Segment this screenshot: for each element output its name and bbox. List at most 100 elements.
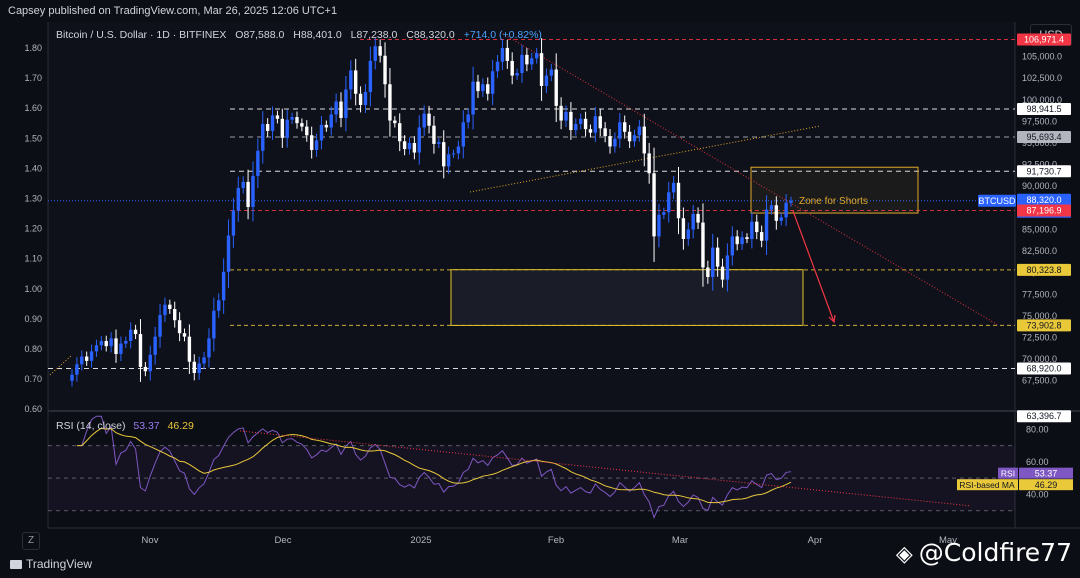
rsi-ma-label-bg [1019, 479, 1073, 491]
candle-body [681, 218, 686, 239]
candle-body [119, 343, 123, 354]
left-axis-tick: 0.70 [24, 374, 42, 384]
rsi-ma-name: RSI-based MA [959, 480, 1015, 490]
right-axis-tick: 97,500.0 [1022, 116, 1057, 126]
author-watermark: ◈ @Coldfire77 [896, 538, 1072, 567]
right-axis-tick: 90,000.0 [1022, 181, 1057, 191]
candle-body [202, 357, 206, 364]
candle-body [319, 124, 324, 141]
rsi-axis-tick: 60.00 [1026, 457, 1049, 467]
candle-body [583, 118, 588, 130]
price-label-bg [1017, 263, 1071, 276]
candle-body [412, 143, 417, 153]
top-bar [0, 0, 1080, 22]
price-label: 73,902.8 [1026, 320, 1061, 330]
left-axis-tick: 1.80 [24, 43, 42, 53]
candle-body [168, 304, 172, 309]
left-axis-tick: 1.40 [24, 163, 42, 173]
candle-body [711, 247, 715, 278]
legend-low: L87,238.0 [350, 29, 398, 41]
candle-body [124, 340, 128, 344]
price-label-bg [1017, 410, 1071, 423]
candle-body [187, 336, 192, 362]
candle-body [525, 54, 529, 65]
right-axis-tick: 100,000.0 [1022, 95, 1062, 105]
right-axis-tick: 77,500.0 [1022, 289, 1057, 299]
projection-arrow-head [828, 314, 836, 324]
right-axis-tick: 92,500.0 [1022, 160, 1057, 170]
candle-body [544, 75, 549, 86]
tradingview-logo[interactable]: TradingView [10, 557, 92, 571]
candle-body [642, 126, 646, 154]
candle-body [559, 105, 563, 121]
candle-body [417, 127, 421, 153]
rsi-label-bg [1019, 467, 1073, 479]
zone-for-shorts-label: Zone for Shorts [799, 196, 868, 207]
candle-body [456, 146, 461, 154]
candle-body [701, 222, 705, 268]
candle-body [539, 53, 544, 86]
candle-body [398, 123, 402, 142]
left-axis-tick: 1.50 [24, 133, 42, 143]
short-zone-box [750, 166, 919, 214]
candle-body [197, 363, 201, 373]
candle-body [578, 118, 583, 125]
price-label-bg [1017, 131, 1071, 144]
price-label-bg [1017, 165, 1071, 178]
candle-body [715, 247, 720, 267]
candle-body [368, 60, 373, 93]
price-label: 91,730.7 [1026, 166, 1061, 176]
candle-body [789, 200, 793, 203]
rsi-axis-tick: 80.00 [1026, 424, 1049, 434]
left-axis-tick: 0.60 [24, 404, 42, 414]
candle-body [353, 70, 358, 94]
candle-body [177, 320, 182, 334]
rsi-label: 53.37 [1035, 469, 1058, 479]
candle-body [334, 101, 338, 115]
published-note: Capsey published on TradingView.com, Mar… [8, 5, 338, 17]
bottom-bar [0, 553, 1080, 578]
price-label: 63,396.7 [1026, 411, 1061, 421]
timezone-button[interactable]: Z [22, 532, 40, 550]
candle-body [226, 235, 231, 272]
price-label-bg [1017, 102, 1071, 115]
symbol-title[interactable]: Bitcoin / U.S. Dollar · 1D · BITFINEX [56, 29, 227, 41]
candle-body [432, 125, 436, 144]
candle-body [574, 124, 578, 131]
time-axis-tick: Dec [275, 535, 292, 546]
right-axis-tick: 85,000.0 [1022, 224, 1057, 234]
candle-body [192, 361, 196, 373]
candle-body [402, 141, 407, 150]
candle-body [393, 120, 397, 124]
candle-body [667, 192, 671, 213]
candle-body [740, 237, 744, 245]
candle-body [251, 175, 255, 207]
candle-body [437, 142, 441, 144]
rsi-legend: RSI (14, close) 53.37 46.29 [56, 420, 194, 432]
candle-body [378, 46, 382, 56]
rsi-title[interactable]: RSI (14, close) [56, 420, 126, 432]
time-axis-tick: Feb [548, 535, 564, 546]
candle-body [588, 129, 593, 133]
candle-body [84, 356, 89, 361]
price-label-bg [978, 194, 1016, 207]
candle-body [256, 150, 260, 176]
candle-body [89, 351, 94, 361]
candle-body [549, 69, 554, 76]
candle-body [632, 135, 637, 142]
rsi-trendline [239, 430, 971, 507]
left-axis-tick: 1.10 [24, 254, 42, 264]
candle-body [133, 329, 138, 335]
price-label: 80,323.8 [1026, 265, 1061, 275]
candle-body [207, 338, 211, 358]
candle-body [231, 210, 236, 236]
price-label-bg [1017, 362, 1071, 375]
candle-body [490, 71, 495, 94]
candle-body [305, 126, 309, 136]
candle-body [461, 122, 465, 147]
candle-body [598, 116, 602, 129]
candle-body [128, 329, 133, 341]
candle-body [265, 124, 270, 131]
candle-body [349, 70, 353, 90]
